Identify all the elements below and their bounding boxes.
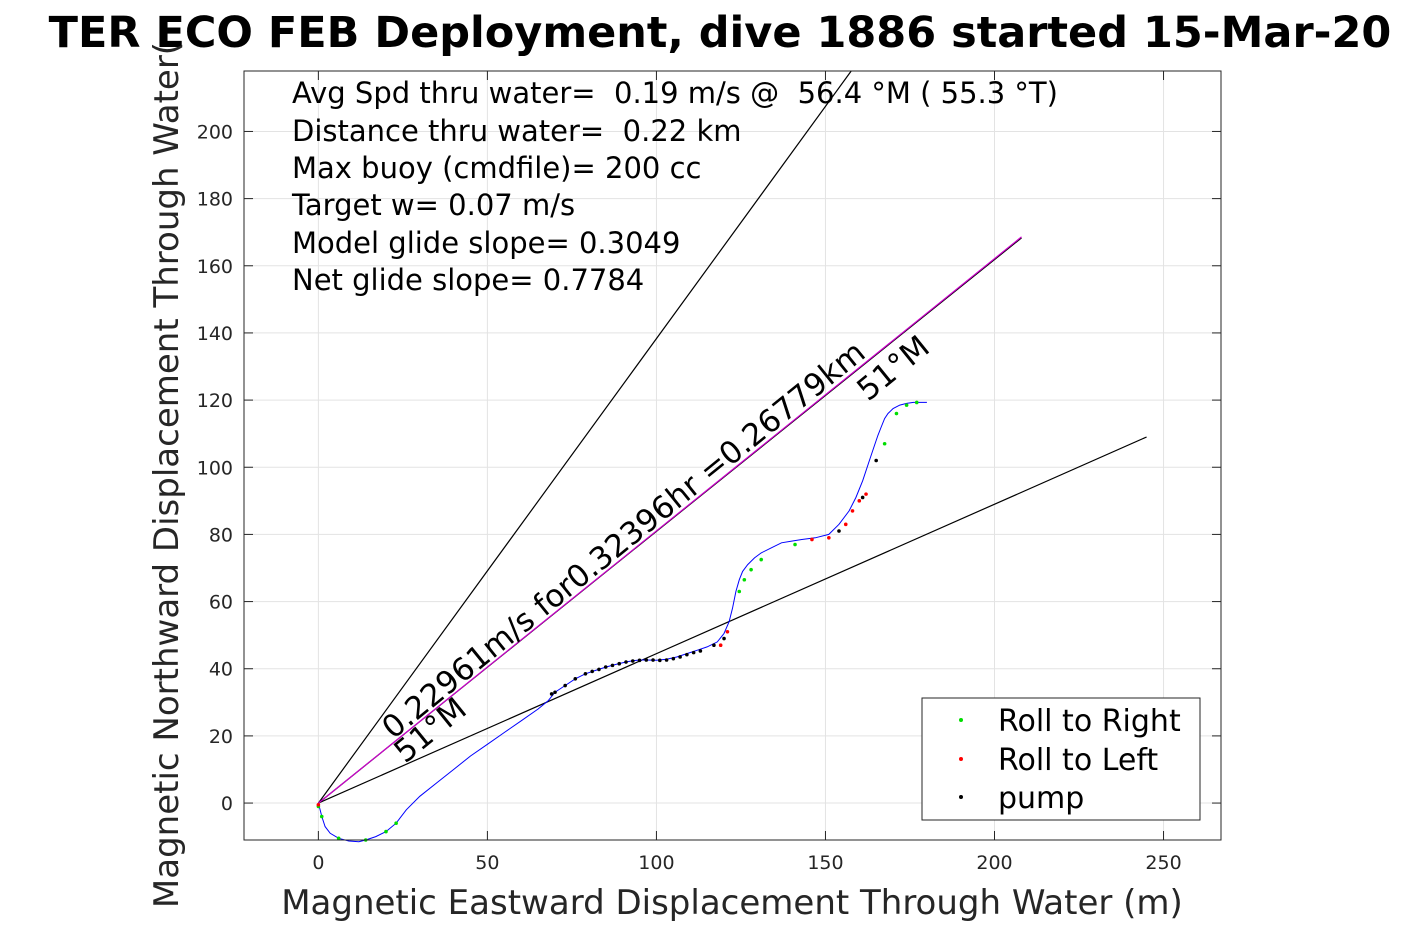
x-axis-label: Magnetic Eastward Displacement Through W… <box>281 883 1183 923</box>
roll-left-marker <box>857 499 862 503</box>
x-tick-label: 250 <box>1145 852 1181 874</box>
pump-marker <box>644 658 649 662</box>
pump-marker <box>637 658 642 663</box>
pump-marker <box>603 665 608 669</box>
info-distance: Distance thru water= 0.22 km <box>292 114 742 148</box>
pump-marker <box>553 690 557 695</box>
pump-marker <box>712 643 716 648</box>
legend-marker-roll-right <box>959 718 963 722</box>
axis-ticks: 0 50 100 150 200 250 0 20 40 60 80 100 120 140 160 180 2… <box>197 71 1221 874</box>
pump-marker <box>610 663 615 668</box>
info-model-glide-slope: Model glide slope= 0.3049 <box>292 226 680 260</box>
info-target-w: Target w= 0.07 m/s <box>291 188 575 222</box>
pump-marker <box>624 660 628 664</box>
roll-left-marker <box>850 509 855 513</box>
info-avg-speed: Avg Spd thru water= 0.19 m/s @ 56.4 °M (… <box>292 76 1058 110</box>
y-tick-label: 80 <box>209 524 233 546</box>
roll-right-marker <box>742 577 747 582</box>
y-tick-label: 120 <box>197 390 233 412</box>
info-text-block: Avg Spd thru water= 0.19 m/s @ 56.4 °M (… <box>291 76 1058 297</box>
roll-left-marker <box>827 535 831 540</box>
pump-marker <box>590 669 595 674</box>
roll-left-marker <box>725 629 730 634</box>
roll-left-marker <box>316 802 321 807</box>
roll-right-marker <box>914 400 919 405</box>
pump-marker <box>658 658 662 663</box>
x-tick-label: 50 <box>475 852 499 874</box>
pump-marker <box>573 677 578 681</box>
reference-line-3 <box>318 236 1022 804</box>
reference-line-1 <box>318 436 1147 804</box>
pump-marker <box>597 667 601 672</box>
legend-box <box>921 697 1201 821</box>
pump-marker <box>678 655 682 659</box>
y-tick-label: 160 <box>197 256 233 278</box>
pump-marker <box>722 636 726 641</box>
track-markers <box>316 400 919 842</box>
x-tick-label: 150 <box>807 852 843 874</box>
pump-marker <box>874 458 878 463</box>
legend: Roll to Right Roll to Left pump <box>921 697 1201 821</box>
grid-lines <box>244 71 1221 840</box>
roll-right-marker <box>749 567 753 572</box>
pump-marker <box>685 652 689 657</box>
info-max-buoy: Max buoy (cmdfile)= 200 cc <box>292 151 701 185</box>
pump-marker <box>664 658 669 662</box>
x-tick-label: 100 <box>638 852 674 874</box>
legend-label-pump: pump <box>998 781 1084 816</box>
roll-left-marker <box>718 643 723 648</box>
y-tick-label: 200 <box>197 121 233 143</box>
pump-marker <box>691 650 696 655</box>
y-tick-label: 0 <box>221 793 233 815</box>
pump-marker <box>583 671 588 676</box>
y-tick-label: 100 <box>197 457 233 479</box>
y-tick-label: 40 <box>209 659 233 681</box>
y-tick-label: 20 <box>209 726 233 748</box>
pump-marker <box>617 661 622 666</box>
track-line <box>317 401 927 843</box>
roll-right-marker <box>336 836 341 841</box>
y-tick-label: 180 <box>197 189 233 211</box>
pump-marker <box>698 649 703 653</box>
roll-left-marker <box>810 537 814 542</box>
x-tick-label: 0 <box>312 852 324 874</box>
roll-right-marker <box>384 829 388 834</box>
roll-left-marker <box>864 492 868 496</box>
pump-marker <box>860 495 865 500</box>
roll-right-marker <box>793 542 797 547</box>
plot-frame <box>243 70 1222 841</box>
info-net-glide-slope: Net glide slope= 0.7784 <box>292 263 644 297</box>
roll-right-marker <box>759 557 764 562</box>
legend-label-roll-right: Roll to Right <box>998 704 1181 739</box>
roll-right-marker <box>882 441 887 446</box>
roll-right-marker <box>894 411 899 416</box>
pump-marker <box>563 683 567 688</box>
roll-right-marker <box>904 403 909 407</box>
pump-marker <box>651 658 655 662</box>
y-tick-label: 140 <box>197 323 233 345</box>
reference-lines <box>317 70 1147 804</box>
legend-marker-pump <box>959 795 963 799</box>
pump-marker <box>549 692 554 696</box>
legend-marker-roll-left <box>959 757 963 761</box>
y-tick-label: 60 <box>209 592 233 614</box>
roll-right-marker <box>737 589 742 594</box>
pump-marker <box>837 529 841 533</box>
legend-label-roll-left: Roll to Left <box>998 743 1158 778</box>
roll-right-marker <box>319 814 324 819</box>
roll-left-marker <box>843 522 848 527</box>
x-tick-label: 200 <box>976 852 1012 874</box>
pump-marker <box>630 659 635 663</box>
reference-line-0 <box>317 70 852 804</box>
roll-right-marker <box>394 821 398 826</box>
y-axis-label: Magnetic Northward Displacement Through … <box>147 42 187 908</box>
pump-marker <box>671 656 676 661</box>
glider-track <box>317 401 927 843</box>
chart-title: TER ECO FEB Deployment, dive 1886 starte… <box>49 8 1392 58</box>
